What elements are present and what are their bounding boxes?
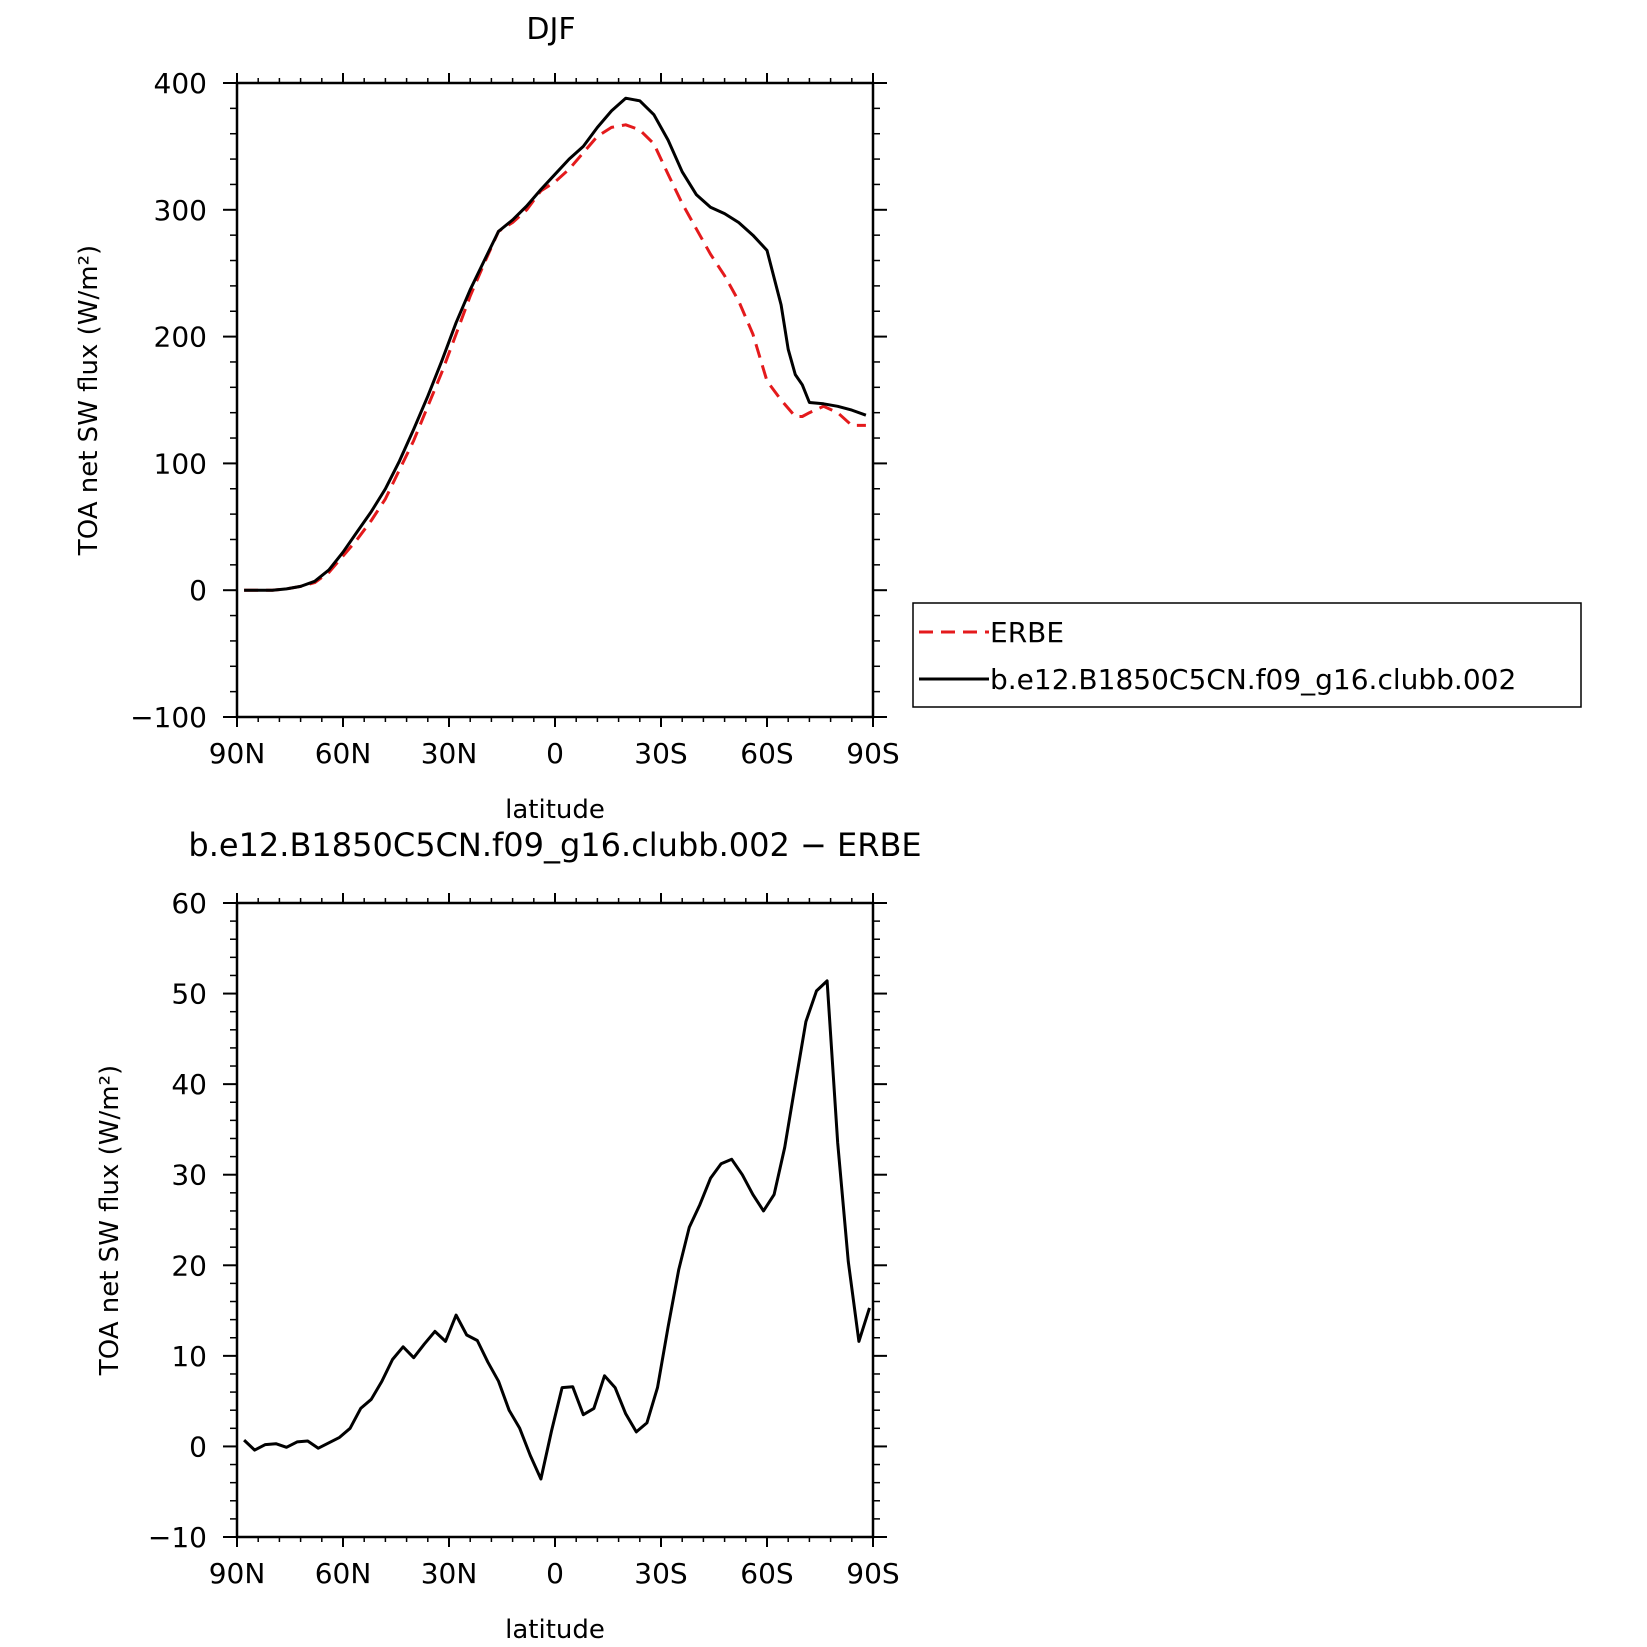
x-tick-label: 90N — [209, 1557, 266, 1590]
erbe-series-line — [244, 123, 866, 592]
x-tick-label: 0 — [546, 737, 564, 770]
bottom-y-tick-labels: −10 0 10 20 30 40 50 60 — [148, 887, 207, 1554]
bottom-chart-title: b.e12.B1850C5CN.f09_g16.clubb.002 − ERBE — [188, 826, 921, 864]
legend-label-model: b.e12.B1850C5CN.f09_g16.clubb.002 — [990, 663, 1516, 696]
y-tick-label: 30 — [171, 1159, 207, 1192]
legend: ERBE b.e12.B1850C5CN.f09_g16.clubb.002 — [912, 602, 1582, 708]
top-y-axis-label: TOA net SW flux (W/m²) — [74, 245, 104, 556]
x-tick-label: 60S — [740, 1557, 793, 1590]
x-tick-label: 0 — [546, 1557, 564, 1590]
x-tick-label: 90S — [846, 737, 899, 770]
legend-label-erbe: ERBE — [990, 616, 1064, 649]
bottom-panel: b.e12.B1850C5CN.f09_g16.clubb.002 − ERBE… — [95, 826, 922, 1645]
x-tick-label: 30N — [421, 1557, 478, 1590]
top-x-axis-label: latitude — [505, 795, 605, 825]
bottom-series-lines — [243, 979, 871, 1481]
bottom-x-axis-label: latitude — [505, 1615, 605, 1645]
bottom-ticks — [223, 893, 887, 1547]
top-y-tick-labels: −100 0 100 200 300 400 — [130, 67, 207, 734]
top-plot-frame — [235, 81, 875, 719]
top-chart-title: DJF — [526, 12, 575, 47]
x-tick-label: 60N — [315, 737, 372, 770]
y-tick-label: 100 — [154, 447, 207, 480]
x-tick-label: 30S — [634, 737, 687, 770]
x-tick-label: 30N — [421, 737, 478, 770]
top-ticks — [223, 73, 887, 727]
top-series-lines — [244, 96, 867, 592]
bottom-model-series-line — [243, 979, 871, 1481]
top-model-series-line — [244, 96, 867, 592]
x-tick-label: 60S — [740, 737, 793, 770]
y-tick-label: 300 — [154, 194, 207, 227]
y-tick-label: 20 — [171, 1249, 207, 1282]
x-tick-label: 90N — [209, 737, 266, 770]
legend-box — [912, 602, 1582, 708]
bottom-y-axis-label: TOA net SW flux (W/m²) — [95, 1065, 125, 1376]
y-tick-label: 0 — [189, 1430, 207, 1463]
y-tick-label: −10 — [148, 1521, 207, 1554]
y-tick-label: 10 — [171, 1340, 207, 1373]
y-tick-label: 50 — [171, 978, 207, 1011]
y-tick-label: 200 — [154, 321, 207, 354]
x-tick-label: 60N — [315, 1557, 372, 1590]
y-tick-label: 0 — [189, 574, 207, 607]
x-tick-label: 30S — [634, 1557, 687, 1590]
y-tick-label: 40 — [171, 1068, 207, 1101]
bottom-x-tick-labels: 90N 60N 30N 0 30S 60S 90S — [209, 1557, 900, 1590]
y-tick-label: 400 — [154, 67, 207, 100]
x-tick-label: 90S — [846, 1557, 899, 1590]
y-tick-label: 60 — [171, 887, 207, 920]
top-x-tick-labels: 90N 60N 30N 0 30S 60S 90S — [209, 737, 900, 770]
y-tick-label: −100 — [130, 701, 207, 734]
